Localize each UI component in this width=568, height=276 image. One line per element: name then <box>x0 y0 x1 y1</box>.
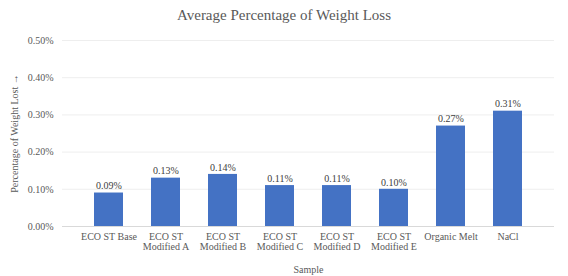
svg-text:0.09%: 0.09% <box>96 180 122 191</box>
svg-text:0.13%: 0.13% <box>153 165 179 176</box>
svg-text:NaCl: NaCl <box>497 231 518 242</box>
svg-text:ECO STModified D: ECO STModified D <box>314 231 361 252</box>
svg-text:0.30%: 0.30% <box>28 109 54 120</box>
svg-text:ECO STModified A: ECO STModified A <box>143 231 190 252</box>
svg-text:0.27%: 0.27% <box>438 113 464 124</box>
svg-text:Organic Melt: Organic Melt <box>424 231 478 242</box>
svg-text:0.40%: 0.40% <box>28 72 54 83</box>
svg-text:ECO STModified B: ECO STModified B <box>200 231 247 252</box>
html-text:Average Percentage of Weight L: Average Percentage of Weight Loss <box>177 7 391 23</box>
svg-text:ECO STModified E: ECO STModified E <box>371 231 417 252</box>
svg-text:0.11%: 0.11% <box>267 173 292 184</box>
svg-text:0.20%: 0.20% <box>28 146 54 157</box>
svg-text:0.10%: 0.10% <box>28 184 54 195</box>
svg-text:ECO ST Base: ECO ST Base <box>81 231 137 242</box>
svg-text:ECO STModified C: ECO STModified C <box>257 231 304 252</box>
svg-text:0.14%: 0.14% <box>210 162 236 173</box>
svg-text:0.50%: 0.50% <box>28 35 54 46</box>
svg-text:0.00%: 0.00% <box>28 221 54 232</box>
svg-text:0.31%: 0.31% <box>495 98 521 109</box>
svg-text:Sample: Sample <box>294 264 325 275</box>
svg-text:0.11%: 0.11% <box>324 173 349 184</box>
svg-text:Percentage of Weight Lost →: Percentage of Weight Lost → <box>9 74 20 192</box>
svg-text:0.10%: 0.10% <box>381 177 407 188</box>
